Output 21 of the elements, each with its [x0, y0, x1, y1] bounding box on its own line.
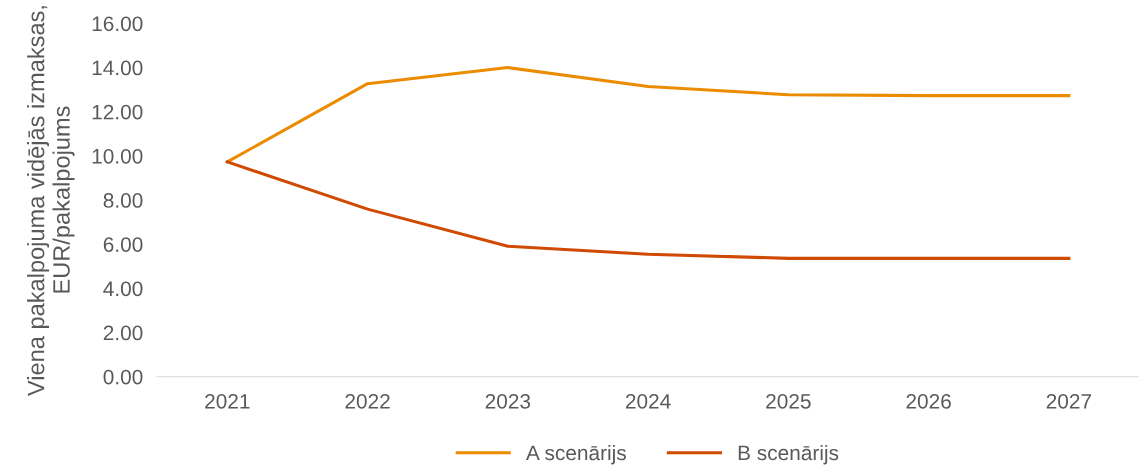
line-series	[225, 160, 1071, 260]
y-tick-label: 6.00	[103, 237, 143, 252]
y-tick-label: 12.00	[92, 104, 143, 120]
y-tick-label: 0.00	[103, 369, 143, 385]
y-axis-title: Viena pakalpojuma vidējās izmaksas, EUR/pakalpojums	[27, 6, 75, 396]
y-tick-label: 10.00	[92, 148, 143, 164]
y-tick-label: 16.00	[92, 16, 143, 32]
legend-label: B scenārijs	[738, 444, 839, 465]
x-tick-label: 2026	[906, 393, 951, 409]
y-tick-label: 4.00	[103, 281, 143, 297]
x-tick-label: 2025	[766, 393, 811, 409]
x-tick-label: 2027	[1046, 393, 1091, 409]
legend-label: A scenārijs	[525, 444, 626, 465]
line-series	[225, 66, 1071, 164]
x-tick-label: 2024	[625, 393, 671, 409]
y-tick-label: 14.00	[92, 60, 143, 76]
y-tick-label: 8.00	[103, 193, 143, 208]
x-tick-label: 2022	[345, 393, 390, 409]
x-tick-label: 2021	[205, 393, 250, 409]
x-tick-label: 2023	[485, 393, 531, 409]
y-tick-label: 2.00	[103, 325, 143, 341]
